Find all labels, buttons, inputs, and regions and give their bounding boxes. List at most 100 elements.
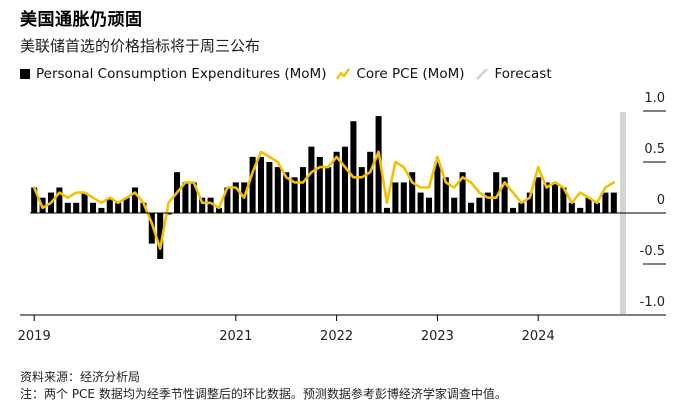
- core-pce-point: [419, 186, 422, 189]
- pce-bar: [224, 187, 231, 213]
- pce-bar: [123, 197, 130, 213]
- pce-bar: [157, 213, 164, 259]
- core-pce-point: [487, 196, 489, 199]
- core-pce-point: [285, 176, 288, 179]
- pce-bar: [291, 177, 298, 213]
- core-pce-point: [226, 186, 229, 189]
- pce-bar: [207, 197, 214, 213]
- x-tick-label: 2024: [522, 329, 555, 344]
- core-pce-point: [554, 181, 556, 184]
- x-tick-label: 2022: [320, 329, 353, 344]
- core-pce-point: [33, 186, 35, 189]
- core-pce-point: [571, 202, 573, 204]
- pce-bar: [199, 197, 206, 213]
- legend-label-pce: Personal Consumption Expenditures (MoM): [36, 66, 327, 82]
- core-pce-point: [512, 191, 514, 194]
- pce-bar: [131, 187, 139, 213]
- core-pce-point: [545, 186, 548, 189]
- pce-bar: [451, 197, 458, 213]
- core-pce-point: [596, 202, 598, 204]
- pce-bar: [98, 207, 105, 213]
- x-tick-label: 2023: [421, 329, 454, 344]
- core-pce-point: [352, 176, 355, 179]
- pce-bar: [409, 172, 416, 213]
- pce-bar: [350, 121, 357, 213]
- core-pce-point: [167, 202, 170, 204]
- footnote: 注：两个 PCE 数据均为经季节性调整后的环比数据。预测数据参考彭博经济学家调查…: [20, 387, 507, 401]
- pce-bar: [593, 202, 601, 213]
- pce-bar: [610, 192, 617, 213]
- pce-swatch: [20, 69, 30, 79]
- core-pce-point: [235, 186, 237, 189]
- core-pce-point: [436, 156, 439, 158]
- pce-bar: [140, 202, 147, 213]
- pce-bar: [543, 182, 550, 213]
- core-pce-point: [503, 181, 506, 184]
- pce-bar: [526, 192, 533, 213]
- pce-bar: [358, 167, 365, 213]
- core-pce-point: [520, 202, 523, 204]
- core-pce-point: [587, 196, 590, 199]
- core-pce-point: [579, 191, 581, 194]
- legend-item-forecast: Forecast: [475, 66, 552, 82]
- pce-bar: [476, 197, 483, 213]
- core-pce-point: [478, 191, 481, 194]
- chart-subtitle: 美联储首选的价格指标将于周三公布: [20, 37, 261, 55]
- core-pce-point: [461, 176, 464, 179]
- pce-bar: [367, 151, 374, 213]
- core-pce-point: [327, 166, 330, 168]
- pce-bar: [442, 177, 449, 213]
- source-note: 资料来源：经济分析局: [20, 370, 141, 384]
- legend-item-pce: Personal Consumption Expenditures (MoM): [20, 66, 326, 82]
- pce-bar: [190, 182, 197, 213]
- pce-bar: [568, 202, 575, 213]
- legend: Personal Consumption Expenditures (MoM) …: [20, 64, 562, 84]
- pce-bar: [585, 197, 592, 213]
- core-pce-point: [134, 191, 136, 194]
- y-tick-label: 0.5: [644, 142, 665, 157]
- pce-bar: [383, 207, 391, 213]
- pce-bar: [165, 213, 172, 215]
- core-pce-point: [100, 202, 103, 204]
- pce-bar: [518, 202, 525, 213]
- core-line-swatch: [336, 68, 351, 80]
- core-pce-point: [83, 191, 86, 194]
- pce-bar: [560, 187, 567, 213]
- core-pce-point: [243, 196, 245, 199]
- pce-bar: [509, 207, 517, 213]
- pce-bar: [325, 167, 332, 213]
- core-pce-point: [125, 196, 128, 199]
- pce-bar: [148, 213, 155, 244]
- pce-bar: [375, 116, 382, 213]
- core-pce-point: [117, 202, 119, 204]
- core-pce-point: [344, 166, 346, 168]
- core-pce-point: [361, 176, 363, 179]
- pce-bar: [182, 182, 189, 213]
- x-tick-label: 2019: [18, 329, 51, 344]
- core-pce-point: [218, 207, 220, 209]
- y-tick-label: -0.5: [640, 244, 665, 259]
- pce-bar: [274, 167, 281, 213]
- core-pce-point: [184, 181, 187, 184]
- pce-bar: [484, 192, 491, 213]
- pce-bar: [400, 182, 407, 213]
- pce-bar: [89, 202, 97, 213]
- legend-label-forecast: Forecast: [494, 66, 552, 82]
- pce-bar: [417, 192, 424, 213]
- pce-bar: [434, 162, 441, 213]
- core-pce-point: [67, 196, 69, 199]
- y-tick-label: 1.0: [644, 91, 665, 106]
- core-pce-point: [50, 202, 52, 204]
- core-pce-point: [109, 196, 111, 199]
- pce-bar: [602, 192, 609, 213]
- pce-bar: [467, 202, 475, 213]
- pce-bar: [56, 187, 63, 213]
- chart-title: 美国通胀仍顽固: [20, 10, 143, 30]
- core-pce-point: [428, 186, 430, 189]
- pce-bar: [493, 172, 500, 213]
- core-pce-point: [319, 166, 321, 168]
- pce-bar: [577, 207, 584, 213]
- pce-bar: [215, 207, 223, 213]
- core-pce-point: [604, 186, 607, 189]
